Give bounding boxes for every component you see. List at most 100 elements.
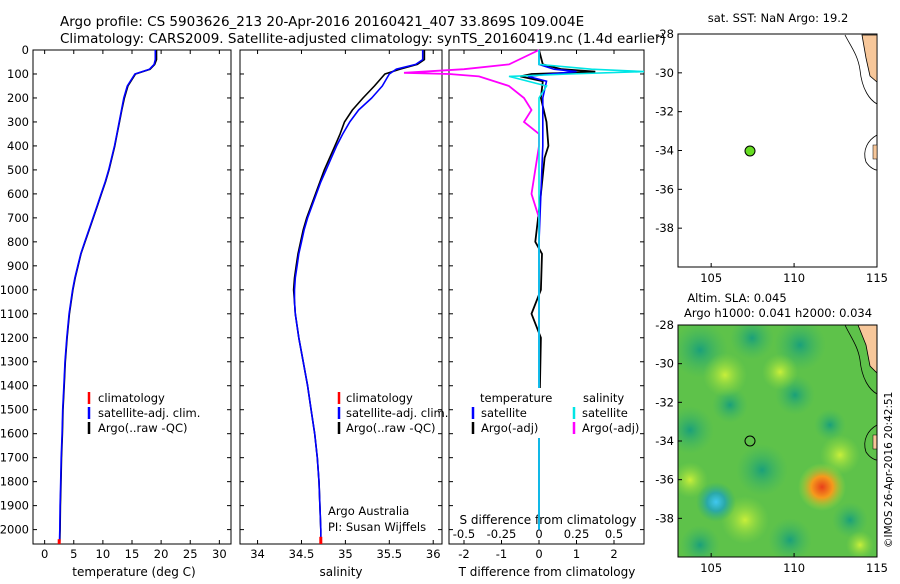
sla-blob — [736, 444, 788, 496]
bottom-map-axes: 105 110 115 -28 -30 -32 -34 -36 -38 — [655, 318, 888, 575]
sla-blob — [730, 325, 774, 360]
map-lon-label: 115 — [866, 561, 888, 575]
x-tick-label: 34 — [250, 547, 265, 561]
s-tick-label: 0 — [535, 527, 542, 541]
depth-tick-label: 600 — [7, 187, 29, 201]
legend-climatology-label: climatology — [98, 391, 165, 405]
sla-field — [678, 325, 874, 557]
x-tick-label: -2 — [458, 547, 469, 561]
map-lon-label: 105 — [700, 561, 722, 575]
legend-s-satellite-label: satellite — [582, 406, 628, 420]
series-salinity-satellite — [508, 50, 645, 530]
s-difference-axis-label: S difference from climatology — [460, 513, 637, 527]
map-lat-label: -34 — [655, 434, 674, 448]
bottom-map-coast-contour — [844, 324, 878, 395]
depth-tick-label: 800 — [7, 235, 29, 249]
x-tick-label: 0 — [41, 547, 48, 561]
bottom-map-land-patch — [872, 434, 878, 450]
temperature-x-axis: 0 5 10 15 20 25 30 — [41, 50, 227, 561]
bottom-map-title2: Argo h1000: 0.041 h2000: 0.034 — [684, 306, 872, 320]
depth-tick-label: 1900 — [0, 499, 29, 513]
map-lon-label: 110 — [783, 561, 805, 575]
sla-blob — [832, 502, 868, 538]
series-temperature-argo-adj- — [520, 49, 596, 530]
imos-watermark: ©IMOS 26-Apr-2016 20:42:51 — [883, 392, 895, 548]
t-difference-x-axis: -2 -1 0 1 2 — [458, 50, 618, 561]
sla-blob — [846, 531, 874, 557]
depth-tick-label: 1500 — [0, 403, 29, 417]
sla-blob — [798, 463, 846, 511]
x-tick-label: 34.5 — [289, 547, 315, 561]
difference-panel-frame — [448, 49, 645, 545]
depth-tick-label: 0 — [22, 43, 29, 57]
map-lat-label: -32 — [655, 105, 674, 119]
legend-satellite-label: satellite-adj. clim. — [346, 406, 448, 420]
map-lon-label: 110 — [783, 271, 805, 285]
depth-tick-label: 1100 — [0, 307, 29, 321]
bottom-map-title1: Altim. SLA: 0.045 — [687, 291, 786, 305]
sla-blob — [696, 482, 736, 522]
top-map-land — [861, 34, 878, 83]
legend-argo-label: Argo(..raw -QC) — [346, 421, 436, 435]
top-map-float-marker — [744, 145, 756, 157]
depth-tick-label: 1000 — [0, 283, 29, 297]
map-lat-label: -28 — [655, 318, 674, 332]
map-lon-label: 115 — [866, 271, 888, 285]
depth-tick-label: 1400 — [0, 379, 29, 393]
legend-temperature-heading: temperature — [480, 391, 552, 405]
top-map-land-south — [864, 134, 878, 171]
series-satellite-adj-clim- — [58, 50, 157, 542]
x-tick-label: 15 — [125, 547, 140, 561]
depth-tick-label: 700 — [7, 211, 29, 225]
sla-blob — [680, 525, 720, 557]
map-lat-label: -30 — [655, 357, 674, 371]
depth-tick-label: 400 — [7, 139, 29, 153]
s-tick-label: 0.5 — [605, 527, 623, 541]
depth-tick-label: 1700 — [0, 451, 29, 465]
map-lat-label: -30 — [655, 66, 674, 80]
x-tick-label: 5 — [70, 547, 77, 561]
map-lat-label: -36 — [655, 473, 674, 487]
map-lat-label: -38 — [655, 511, 674, 525]
depth-tick-label: 1200 — [0, 331, 29, 345]
temperature-legend: climatology satellite-adj. clim. Argo(..… — [87, 391, 200, 435]
x-tick-label: 20 — [154, 547, 169, 561]
bottom-map — [677, 324, 878, 558]
series-argo-raw-qc- — [59, 50, 158, 542]
legend-t-argo-label: Argo(-adj) — [481, 421, 538, 435]
salinity-x-axis: 34 34.5 35 35.5 36 — [250, 50, 441, 561]
legend-climatology-label: climatology — [346, 391, 413, 405]
credit-line1: Argo Australia — [328, 504, 409, 518]
top-map — [677, 33, 878, 268]
temperature-panel-frame — [32, 49, 232, 545]
series-temperature-satellite — [527, 50, 577, 530]
difference-series — [403, 49, 645, 530]
top-map-land-patch — [872, 144, 878, 160]
depth-tick-label: 2000 — [0, 523, 29, 537]
s-tick-label: -0.5 — [453, 527, 475, 541]
series-salinity-argo-adj- — [403, 49, 540, 530]
depth-tick-label: 1800 — [0, 475, 29, 489]
temperature-series — [57, 50, 158, 544]
sla-blob — [762, 354, 798, 390]
map-lat-label: -34 — [655, 144, 674, 158]
x-tick-label: 2 — [610, 547, 617, 561]
map-lat-label: -28 — [655, 27, 674, 41]
x-tick-label: 35 — [338, 547, 353, 561]
depth-tick-label: 100 — [7, 67, 29, 81]
figure-title-line1: Argo profile: CS 5903626_213 20-Apr-2016… — [60, 14, 584, 30]
sla-blob — [703, 353, 747, 397]
salinity-legend: climatology satellite-adj. clim. Argo(..… — [337, 391, 448, 435]
t-difference-axis-label: T difference from climatology — [458, 565, 636, 579]
map-lon-label: 105 — [700, 271, 722, 285]
x-tick-label: 0 — [535, 547, 542, 561]
x-tick-label: 25 — [183, 547, 198, 561]
legend-argo-label: Argo(..raw -QC) — [98, 421, 188, 435]
x-tick-label: 30 — [212, 547, 227, 561]
x-tick-label: 35.5 — [376, 547, 402, 561]
sla-blob — [768, 518, 812, 557]
depth-tick-label: 200 — [7, 91, 29, 105]
x-tick-label: 36 — [426, 547, 441, 561]
series-satellite-adj-clim- — [293, 50, 424, 542]
